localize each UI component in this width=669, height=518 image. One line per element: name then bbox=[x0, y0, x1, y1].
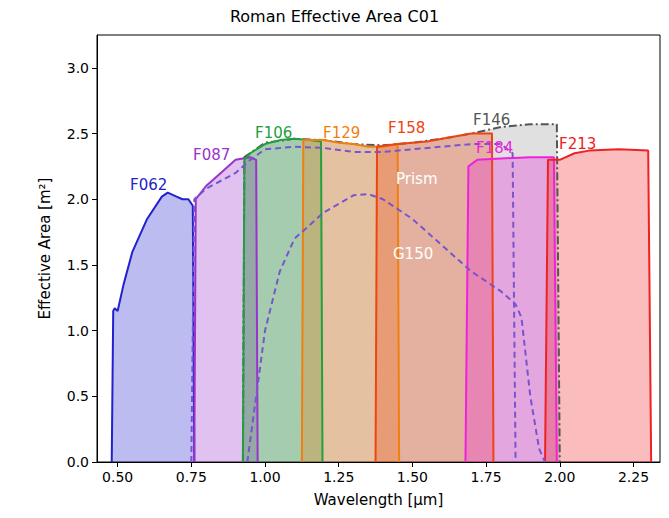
svg-text:G150: G150 bbox=[393, 245, 433, 263]
svg-text:Roman Effective Area C01: Roman Effective Area C01 bbox=[230, 7, 439, 26]
svg-text:0.75: 0.75 bbox=[176, 469, 207, 485]
svg-text:Effective Area [m²]: Effective Area [m²] bbox=[36, 178, 54, 320]
svg-text:1.5: 1.5 bbox=[67, 257, 89, 273]
svg-text:1.0: 1.0 bbox=[67, 323, 89, 339]
svg-text:1.75: 1.75 bbox=[471, 469, 502, 485]
svg-text:F129: F129 bbox=[323, 124, 360, 142]
svg-text:F158: F158 bbox=[388, 119, 425, 137]
svg-text:F087: F087 bbox=[193, 146, 230, 164]
svg-text:2.00: 2.00 bbox=[544, 469, 575, 485]
svg-text:F213: F213 bbox=[559, 135, 596, 153]
svg-text:1.50: 1.50 bbox=[397, 469, 428, 485]
svg-text:Prism: Prism bbox=[396, 170, 438, 188]
svg-text:F146: F146 bbox=[473, 111, 510, 129]
svg-text:F062: F062 bbox=[130, 176, 167, 194]
svg-text:0.50: 0.50 bbox=[102, 469, 133, 485]
svg-text:F184: F184 bbox=[476, 139, 513, 157]
svg-text:Wavelength [μm]: Wavelength [μm] bbox=[314, 491, 444, 509]
svg-text:1.00: 1.00 bbox=[249, 469, 280, 485]
svg-text:2.0: 2.0 bbox=[67, 191, 89, 207]
svg-text:0.5: 0.5 bbox=[67, 388, 89, 404]
svg-text:2.25: 2.25 bbox=[618, 469, 649, 485]
svg-text:2.5: 2.5 bbox=[67, 126, 89, 142]
svg-text:3.0: 3.0 bbox=[67, 60, 89, 76]
svg-text:F106: F106 bbox=[255, 124, 292, 142]
svg-text:0.0: 0.0 bbox=[67, 454, 89, 470]
svg-text:1.25: 1.25 bbox=[323, 469, 354, 485]
